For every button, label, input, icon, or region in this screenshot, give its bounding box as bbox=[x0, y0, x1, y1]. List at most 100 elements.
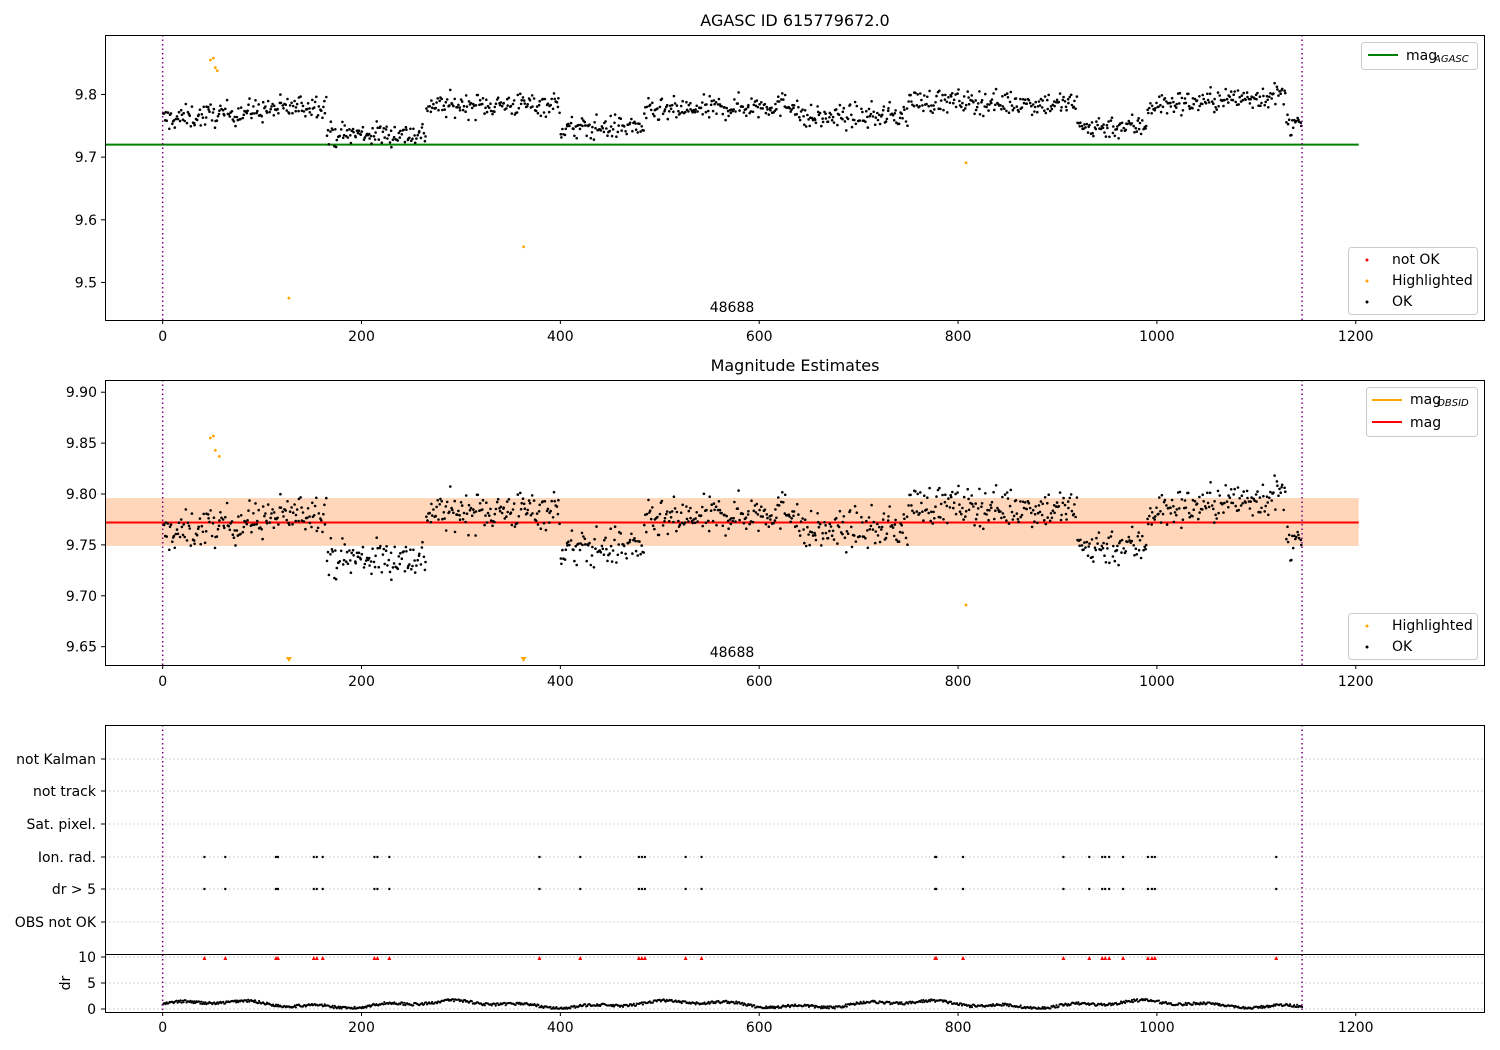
ok-point bbox=[625, 132, 628, 136]
ok-point bbox=[1127, 119, 1131, 123]
ok-point bbox=[253, 112, 256, 115]
ok-point bbox=[428, 511, 432, 515]
ok-point bbox=[569, 539, 573, 542]
ok-point bbox=[445, 98, 449, 101]
ok-point bbox=[821, 531, 824, 535]
ok-point bbox=[1096, 123, 1099, 127]
ok-point bbox=[413, 559, 416, 562]
ok-point bbox=[574, 544, 577, 548]
ok-point bbox=[232, 536, 236, 539]
ok-point bbox=[457, 103, 460, 107]
ok-point bbox=[1178, 507, 1181, 510]
ok-point bbox=[720, 511, 723, 515]
ok-point bbox=[491, 112, 494, 116]
ok-point bbox=[1206, 98, 1210, 102]
ok-point bbox=[729, 522, 733, 526]
ok-point bbox=[630, 532, 633, 536]
dr5-event bbox=[961, 887, 965, 891]
dr-point bbox=[854, 1003, 857, 1006]
ok-point bbox=[360, 552, 364, 556]
ok-point bbox=[928, 89, 931, 93]
ok-point bbox=[921, 510, 924, 513]
ok-point bbox=[285, 109, 289, 112]
ok-point bbox=[797, 513, 800, 516]
dr-point bbox=[1260, 1004, 1263, 1008]
ok-point bbox=[1215, 108, 1218, 111]
ok-point bbox=[987, 109, 990, 112]
ok-point bbox=[756, 105, 760, 109]
ok-point bbox=[1246, 95, 1249, 99]
ok-point bbox=[902, 105, 905, 109]
ok-point bbox=[532, 499, 536, 502]
ok-point bbox=[1128, 539, 1131, 542]
dr-point bbox=[535, 1005, 538, 1008]
ok-point bbox=[251, 112, 254, 115]
ok-point bbox=[271, 508, 274, 511]
ok-point bbox=[430, 99, 433, 102]
ok-point bbox=[994, 103, 997, 107]
ok-point bbox=[898, 530, 902, 534]
highlighted-point bbox=[213, 66, 217, 69]
ok-point bbox=[567, 540, 570, 543]
dr-point bbox=[1093, 1002, 1096, 1006]
ok-point bbox=[474, 118, 477, 122]
ok-point bbox=[1063, 100, 1067, 103]
ok-point bbox=[301, 511, 305, 514]
ok-point bbox=[835, 108, 838, 111]
agasc-points bbox=[105, 56, 1359, 300]
ok-point bbox=[1090, 538, 1094, 541]
ok-point bbox=[854, 122, 858, 126]
ok-point bbox=[462, 511, 466, 515]
highlighted-point bbox=[522, 245, 525, 249]
ok-point bbox=[294, 513, 298, 517]
ok-point bbox=[334, 577, 338, 581]
ok-point bbox=[699, 514, 703, 517]
ok-point bbox=[1108, 561, 1111, 565]
ok-point bbox=[338, 560, 342, 563]
dr5-event bbox=[1121, 887, 1125, 891]
ok-point bbox=[853, 534, 856, 537]
ok-point bbox=[279, 506, 283, 510]
dr-point bbox=[627, 1004, 631, 1007]
ok-point bbox=[653, 527, 656, 531]
ok-point bbox=[183, 535, 186, 539]
ok-point bbox=[1153, 518, 1156, 521]
ok-point bbox=[485, 110, 489, 114]
ok-point bbox=[216, 527, 220, 531]
ok-point bbox=[257, 103, 261, 106]
ok-point bbox=[752, 509, 756, 513]
dr-point bbox=[339, 1005, 342, 1008]
ok-point bbox=[220, 516, 223, 520]
ok-point bbox=[1022, 101, 1026, 105]
dr-outlier-marker bbox=[314, 956, 319, 960]
ok-point bbox=[951, 92, 954, 95]
ok-point bbox=[1258, 95, 1262, 98]
ok-point bbox=[346, 562, 350, 566]
ok-point bbox=[398, 562, 402, 566]
ok-point bbox=[599, 129, 603, 132]
ok-point bbox=[930, 510, 933, 514]
ok-point bbox=[878, 113, 881, 117]
ok-point bbox=[675, 529, 678, 533]
ok-point bbox=[980, 502, 984, 505]
ok-point bbox=[842, 515, 846, 518]
ok-point bbox=[1052, 100, 1056, 103]
dr-point bbox=[792, 1005, 796, 1008]
ok-point bbox=[1191, 97, 1195, 100]
ok-point bbox=[1028, 101, 1032, 105]
ok-point bbox=[732, 516, 735, 520]
dr-point bbox=[1295, 1005, 1298, 1009]
ok-point bbox=[1012, 514, 1016, 518]
legend-label-not-ok: not OK bbox=[1392, 252, 1440, 268]
dr-outlier-marker bbox=[387, 956, 392, 960]
ok-point bbox=[461, 518, 465, 521]
flag-label: not Kalman bbox=[16, 752, 96, 768]
ok-point bbox=[1157, 105, 1160, 109]
ok-point bbox=[855, 511, 859, 514]
ok-point bbox=[658, 105, 662, 109]
ok-point bbox=[434, 514, 438, 518]
ok-point bbox=[252, 105, 255, 108]
ok-point bbox=[1030, 113, 1034, 117]
ok-point bbox=[306, 507, 310, 510]
